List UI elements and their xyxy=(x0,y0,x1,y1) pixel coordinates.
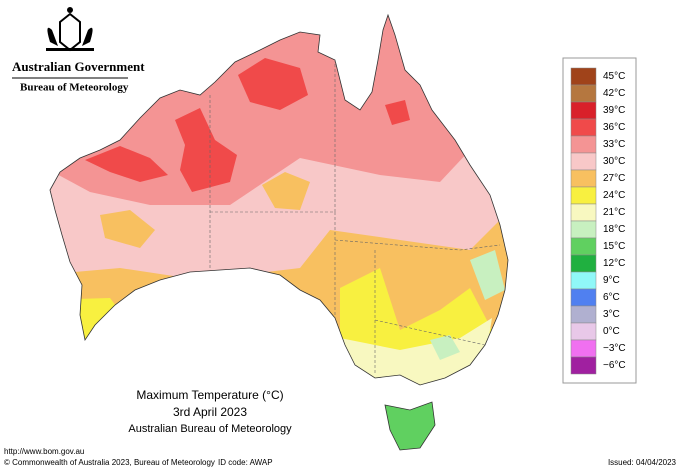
legend-label: 18°C xyxy=(603,224,625,235)
legend-swatch xyxy=(570,203,597,222)
legend-label: 45°C xyxy=(603,71,625,82)
legend-swatch xyxy=(570,237,597,256)
legend-swatch xyxy=(570,118,597,137)
legend-swatch xyxy=(570,101,597,120)
map-title: Maximum Temperature (°C) xyxy=(136,388,283,402)
legend-swatch xyxy=(570,254,597,273)
map-source: Australian Bureau of Meteorology xyxy=(128,423,292,435)
legend-swatch xyxy=(570,339,597,358)
legend-label: 9°C xyxy=(603,275,620,286)
legend-label: 39°C xyxy=(603,105,625,116)
legend-swatch xyxy=(570,186,597,205)
legend-label: 24°C xyxy=(603,190,625,201)
legend-label: 36°C xyxy=(603,122,625,133)
legend-swatch xyxy=(570,169,597,188)
state-borders xyxy=(209,60,501,375)
legend: 45°C 42°C 39°C 36°C 33°C 30°C 27°C 24°C 21°C 18°C… xyxy=(570,67,626,375)
agency-name: Bureau of Meteorology xyxy=(20,82,129,94)
legend-label: 33°C xyxy=(603,139,625,150)
legend-swatch xyxy=(570,356,597,375)
legend-label: 21°C xyxy=(603,207,625,218)
legend-swatch xyxy=(570,288,597,307)
legend-swatch xyxy=(570,220,597,239)
footer-url: http://www.bom.gov.au xyxy=(4,447,84,456)
legend-swatch xyxy=(570,84,597,103)
legend-label: −6°C xyxy=(603,360,626,371)
legend-label: 0°C xyxy=(603,326,620,337)
legend-label: 15°C xyxy=(603,241,625,252)
footer-id: ID code: AWAP xyxy=(218,458,273,467)
government-name: Australian Government xyxy=(12,59,145,74)
legend-swatch xyxy=(570,271,597,290)
footer-copyright: © Commonwealth of Australia 2023, Bureau… xyxy=(4,458,215,467)
legend-label: 42°C xyxy=(603,88,625,99)
legend-label: 12°C xyxy=(603,258,625,269)
legend-label: 27°C xyxy=(603,173,625,184)
legend-label: −3°C xyxy=(603,343,626,354)
footer-issued: Issued: 04/04/2023 xyxy=(608,458,677,467)
legend-swatch xyxy=(570,152,597,171)
legend-label: 6°C xyxy=(603,292,620,303)
legend-label: 3°C xyxy=(603,309,620,320)
emblem xyxy=(46,7,94,52)
legend-swatch xyxy=(570,67,597,86)
legend-swatch xyxy=(570,305,597,324)
legend-label: 30°C xyxy=(603,156,625,167)
legend-swatch xyxy=(570,322,597,341)
map-date: 3rd April 2023 xyxy=(173,405,247,419)
legend-swatch xyxy=(570,135,597,154)
